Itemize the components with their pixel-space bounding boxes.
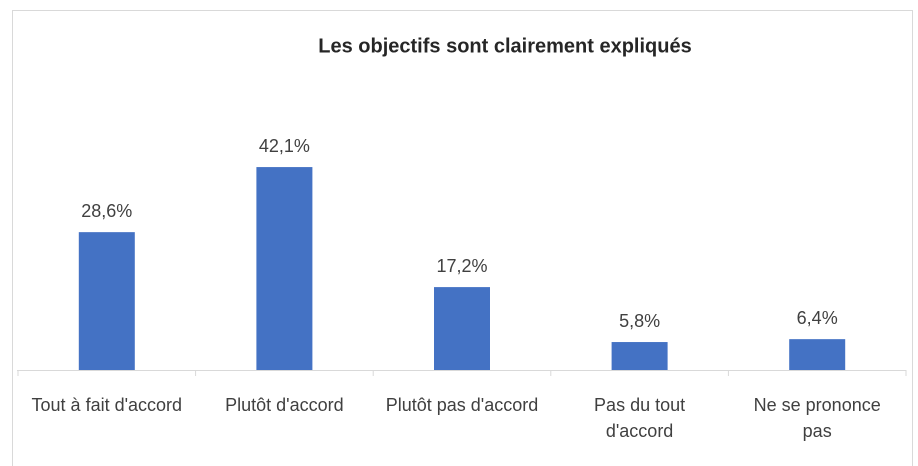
x-tick-label: Plutôt pas d'accord <box>385 395 539 415</box>
x-tick-label: Plutôt d'accord <box>225 395 344 415</box>
x-tick-label: Pas du tout d'accord <box>594 395 686 441</box>
data-label: 28,6% <box>81 201 132 221</box>
bar <box>611 342 668 370</box>
bar <box>78 232 135 370</box>
data-label: 17,2% <box>436 256 487 276</box>
chart-title: Les objectifs sont clairement expliqués <box>318 35 691 57</box>
bar <box>256 167 313 370</box>
chart-border <box>12 10 913 466</box>
bar <box>434 287 490 370</box>
data-label: 5,8% <box>619 311 660 331</box>
bar <box>789 339 846 370</box>
x-tick-label: Tout à fait d'accord <box>31 395 183 415</box>
x-tick-label: Ne se prononce pas <box>753 395 881 441</box>
data-label: 42,1% <box>259 136 310 156</box>
data-label: 6,4% <box>797 308 838 328</box>
